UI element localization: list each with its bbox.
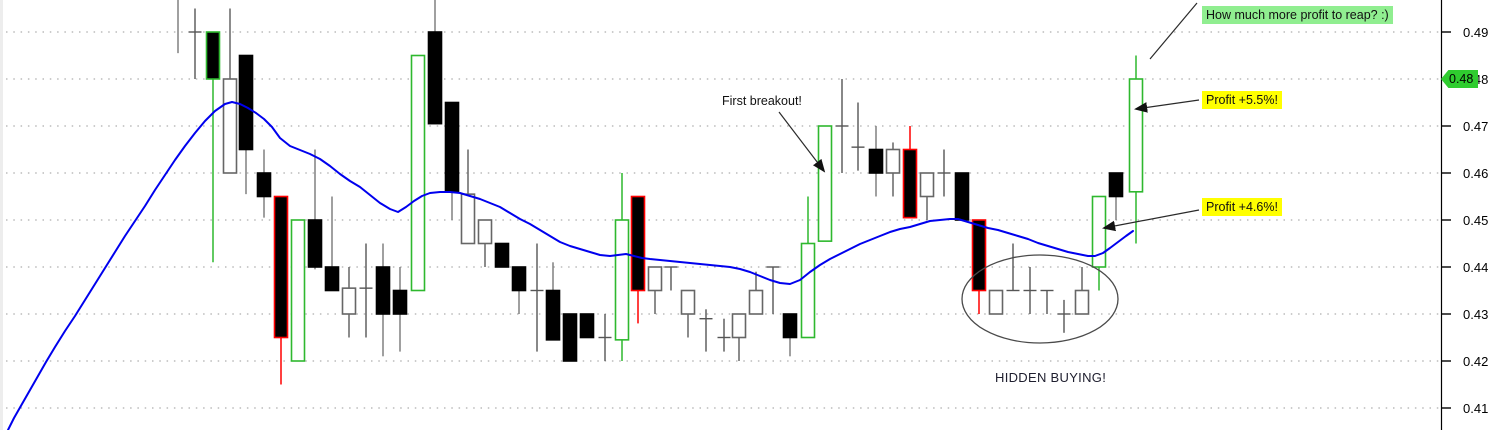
- y-axis-label: 0.47: [1463, 118, 1489, 134]
- candle-body: [647, 266, 663, 292]
- annotation-first-breakout: First breakout!: [722, 94, 802, 108]
- y-axis-label: 0.43: [1463, 306, 1489, 322]
- candle-body: [477, 219, 493, 245]
- candle-body: [375, 266, 391, 315]
- price-tag: 0.48: [1441, 70, 1478, 88]
- candle-body: [545, 289, 561, 341]
- candle-body: [494, 242, 510, 268]
- hidden-buying-ellipse: [961, 254, 1119, 344]
- candle-body: [800, 242, 816, 339]
- candle-body: [919, 172, 935, 198]
- candle-body: [614, 219, 630, 341]
- candle-body: [1108, 172, 1124, 198]
- annotation-profit-5-5: Profit +5.5%!: [1202, 91, 1282, 109]
- candle-body: [460, 193, 476, 245]
- annotation-pointer-line: [1134, 99, 1200, 113]
- candle-body: [731, 313, 747, 339]
- candle-body: [748, 289, 764, 315]
- annotation-pointer-line: [778, 111, 826, 173]
- annotation-pointer-line: [1102, 209, 1200, 232]
- y-axis-label: 0.45: [1463, 212, 1489, 228]
- candle-body: [1074, 289, 1090, 315]
- candle-body: [511, 266, 527, 292]
- y-axis-label: 0.42: [1463, 353, 1489, 369]
- candle-body: [205, 31, 221, 80]
- candle-body: [579, 313, 595, 339]
- candle-body: [680, 289, 696, 315]
- candle-body: [1091, 195, 1107, 268]
- candle-body: [238, 54, 254, 151]
- candle-body: [410, 54, 426, 292]
- candle-body: [290, 219, 306, 362]
- candle-body: [885, 148, 901, 174]
- candle-body: [902, 148, 918, 219]
- annotation-hidden-buying: HIDDEN BUYING!: [995, 370, 1107, 385]
- candle-body: [427, 31, 443, 125]
- y-axis-label: 0.44: [1463, 259, 1489, 275]
- candle-body: [782, 313, 798, 339]
- candle-body: [971, 219, 987, 292]
- candle-body: [817, 125, 833, 242]
- moving-average-line: [6, 101, 1134, 430]
- candle-body: [256, 172, 272, 198]
- candle-body: [988, 289, 1004, 315]
- annotation-pointer-line: [1149, 2, 1198, 60]
- candle-body: [324, 266, 340, 292]
- window-edge: [0, 0, 3, 430]
- annotation-profit-4-6: Profit +4.6%!: [1202, 198, 1282, 216]
- candle-body: [307, 219, 323, 268]
- annotation-how-much-profit: How much more profit to reap? :): [1202, 6, 1393, 24]
- y-axis-label: 0.41: [1463, 400, 1489, 416]
- candle-body: [392, 289, 408, 315]
- candle-body: [868, 148, 884, 174]
- candle-body: [562, 313, 578, 362]
- candle-body: [630, 195, 646, 292]
- y-axis-label: 0.46: [1463, 165, 1489, 181]
- candle-body: [341, 287, 357, 315]
- candle-body: [273, 195, 289, 339]
- y-axis-label: 0.49: [1463, 24, 1489, 40]
